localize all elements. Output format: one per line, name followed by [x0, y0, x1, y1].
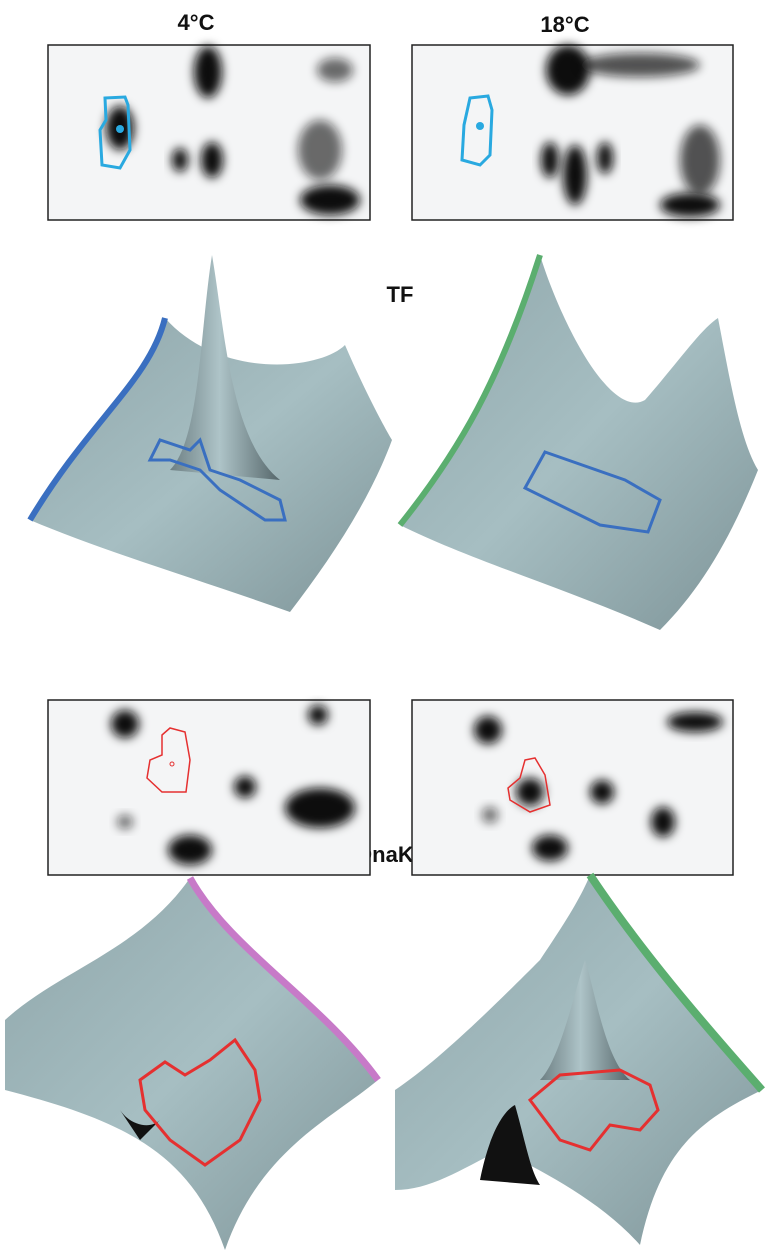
gel-image — [48, 700, 370, 875]
gel-image — [412, 700, 733, 875]
surface-plot — [400, 255, 758, 630]
gel-image — [48, 45, 370, 220]
surface-plot — [395, 875, 762, 1245]
surface-plot — [30, 255, 392, 612]
figure: 4°C 18°C TF DnaK — [0, 0, 767, 1259]
surface-plot — [5, 878, 378, 1250]
column-title: 4°C — [178, 10, 215, 35]
gel-image — [412, 45, 733, 220]
panel-label: TF — [387, 282, 414, 307]
column-title: 18°C — [540, 12, 589, 37]
